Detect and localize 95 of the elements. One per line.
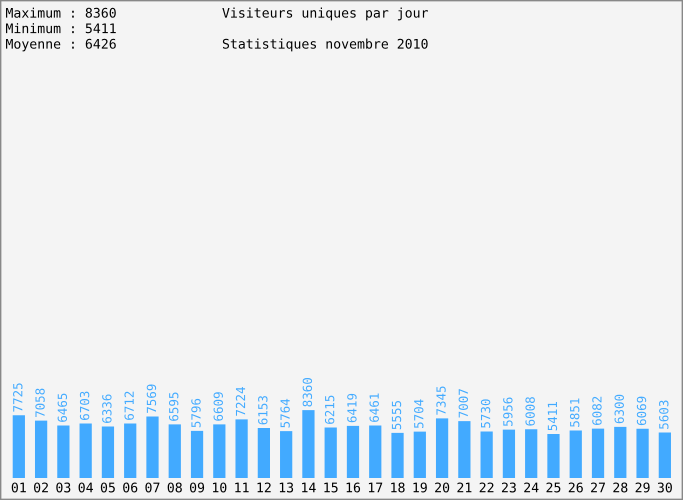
x-tick-label: 22: [480, 482, 494, 492]
x-tick-label: 14: [302, 482, 316, 492]
data-label: 6703: [80, 392, 90, 420]
data-label: 6215: [324, 396, 334, 424]
x-tick-label: 01: [12, 482, 26, 492]
x-tick-label: 12: [258, 482, 271, 492]
x-tick-label: 04: [78, 482, 93, 492]
bar: [168, 424, 181, 478]
x-tick-label: 03: [56, 482, 70, 492]
data-label: 5555: [392, 401, 402, 430]
x-tick-label: 26: [568, 482, 583, 492]
data-label: 8360: [302, 378, 312, 407]
bar: [34, 420, 48, 478]
bar: [391, 432, 404, 478]
x-tick-label: 08: [168, 482, 182, 492]
data-label: 6300: [614, 394, 624, 424]
x-tick-label: 23: [502, 482, 516, 492]
data-label: 5603: [659, 400, 669, 429]
data-label: 5764: [280, 398, 290, 428]
bar: [80, 424, 92, 478]
data-label: 6336: [102, 394, 112, 423]
x-tick-label: 17: [368, 482, 382, 492]
bar: [146, 416, 159, 478]
bar: [614, 426, 626, 478]
data-label: 5704: [414, 399, 424, 428]
data-label: 7058: [35, 388, 45, 418]
data-label: 6082: [592, 396, 602, 426]
data-label: 5796: [191, 398, 201, 428]
bar: [324, 428, 337, 478]
bar: [458, 421, 470, 478]
data-label: 7569: [146, 384, 156, 413]
bar: [525, 429, 538, 478]
x-tick-label: 29: [636, 482, 650, 492]
data-label: 7725: [13, 383, 22, 412]
text: Moyenne : 6426: [6, 38, 116, 52]
x-tick-label: 10: [212, 482, 226, 492]
x-tick-label: 27: [591, 482, 605, 492]
data-label: 5411: [548, 402, 558, 430]
data-label: 7007: [458, 389, 468, 418]
x-tick-label: 30: [658, 482, 672, 492]
bar: [235, 419, 248, 478]
x-tick-label: 06: [123, 482, 138, 492]
bar: [190, 430, 204, 478]
bar: [592, 428, 604, 478]
bar: [302, 410, 315, 478]
data-label: 7345: [436, 386, 446, 415]
x-tick-label: 21: [457, 482, 472, 492]
bar: [346, 426, 360, 478]
bar: [658, 432, 671, 478]
data-label: 6153: [258, 396, 268, 424]
data-label: 6595: [168, 392, 178, 421]
data-label: 6461: [369, 393, 379, 422]
bar: [436, 418, 448, 478]
bar: [57, 425, 70, 478]
x-tick-label: 25: [546, 482, 560, 492]
data-label: 6609: [214, 392, 223, 421]
x-tick-label: 18: [391, 482, 405, 492]
x-tick-label: 19: [413, 482, 427, 492]
bar: [213, 424, 226, 478]
data-label: 7224: [236, 387, 246, 416]
data-label: 5851: [570, 398, 580, 427]
bar: [480, 431, 493, 478]
bar: [570, 430, 582, 478]
bar: [102, 426, 114, 478]
data-label: 5956: [503, 398, 513, 426]
x-tick-label: 28: [613, 482, 628, 492]
data-label: 6465: [58, 394, 68, 422]
x-tick-label: 09: [190, 482, 204, 492]
data-label: 5730: [480, 399, 490, 428]
bar: [258, 428, 270, 478]
x-tick-label: 15: [324, 482, 338, 492]
bar: [547, 434, 560, 478]
x-tick-label: 16: [346, 482, 360, 492]
chart-subtitle: Statistiques novembre 2010: [222, 38, 428, 52]
bar: [369, 426, 382, 478]
x-tick-label: 13: [280, 482, 294, 492]
data-label: 6419: [347, 394, 357, 422]
text: Minimum : 5411: [6, 23, 116, 34]
text: Maximum : 8360: [6, 8, 116, 18]
data-label: 6008: [525, 397, 535, 426]
bar: [12, 415, 25, 478]
chart-title: Visiteurs uniques par jour: [222, 8, 428, 20]
bar: [280, 431, 292, 478]
bar: [414, 432, 426, 478]
x-tick-label: 24: [524, 482, 539, 492]
data-label: 6069: [636, 396, 646, 426]
x-tick-label: 02: [34, 482, 48, 492]
x-tick-label: 11: [235, 482, 249, 492]
data-label: 6712: [124, 392, 134, 420]
x-tick-label: 07: [145, 482, 160, 492]
x-tick-label: 20: [435, 482, 450, 492]
bar: [502, 430, 516, 478]
x-tick-label: 05: [100, 482, 115, 492]
bar: [124, 423, 136, 478]
bar: [636, 428, 649, 478]
